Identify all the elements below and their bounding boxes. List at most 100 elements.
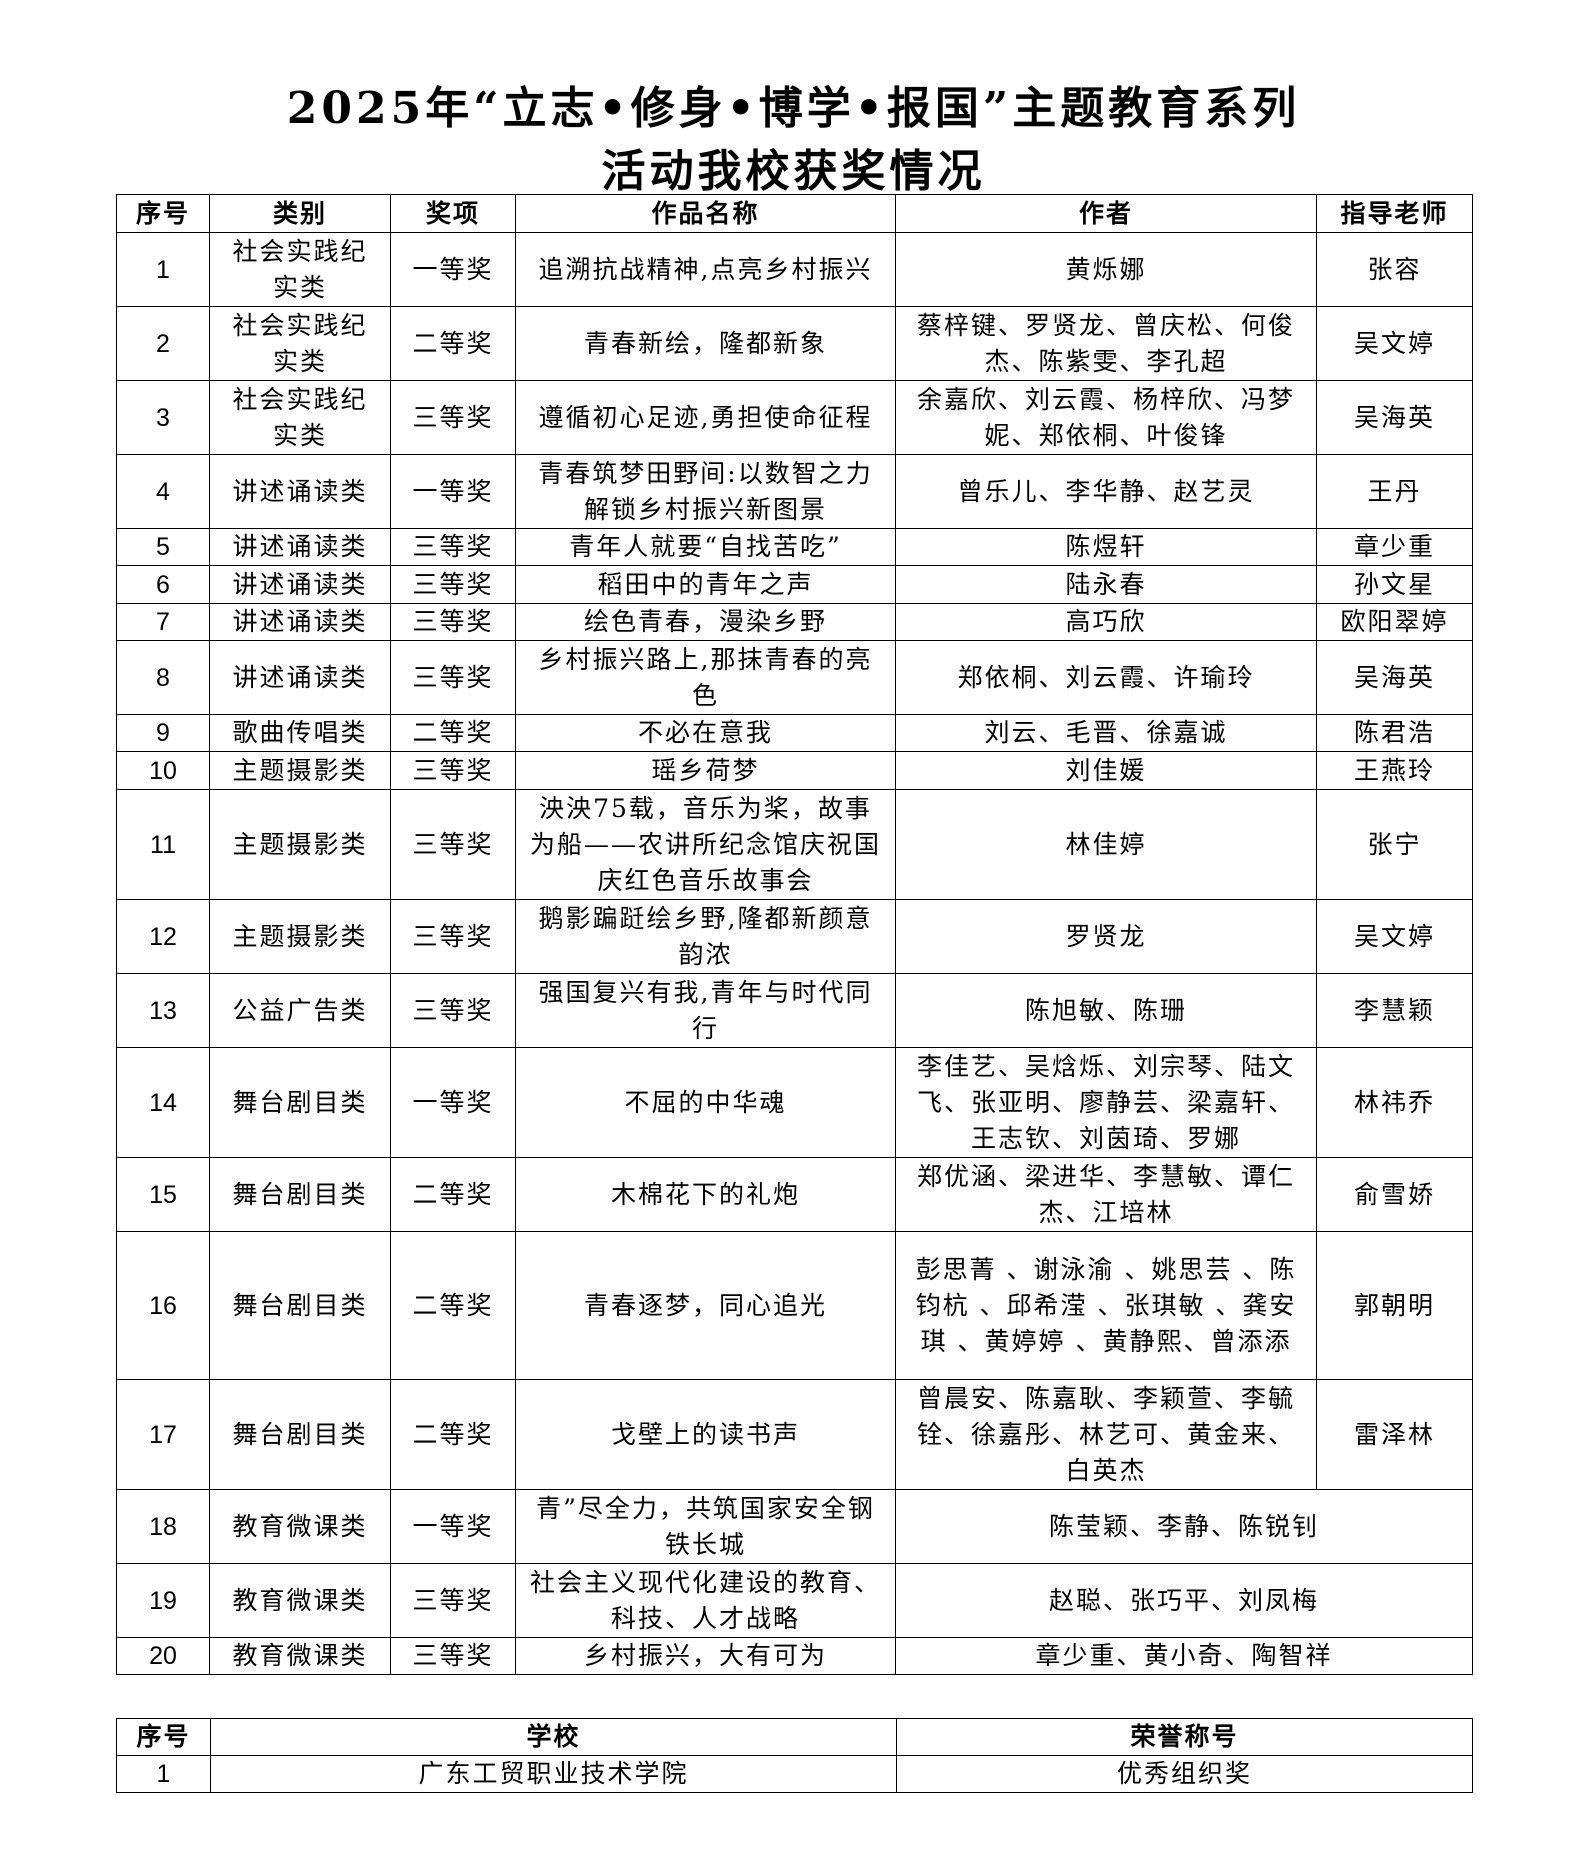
cell-teacher: 陈君浩 — [1316, 714, 1473, 752]
cell-authors: 高巧欣 — [895, 603, 1317, 641]
cell-category: 歌曲传唱类 — [209, 714, 391, 752]
cell-teacher: 俞雪娇 — [1316, 1157, 1473, 1232]
cell-teacher: 李慧颖 — [1316, 973, 1473, 1048]
cell-category: 舞台剧目类 — [209, 1047, 391, 1158]
cell-work: 不必在意我 — [515, 714, 896, 752]
cell-award: 三等奖 — [390, 380, 516, 455]
page-title-line-1: 2025年“立志•修身•博学•报国”主题教育系列 — [286, 83, 1301, 134]
cell-work: 社会主义现代化建设的教育、科技、人才战略 — [515, 1563, 896, 1638]
cell-work: 青年人就要“自找苦吃” — [515, 528, 896, 566]
cell-honor: 优秀组织奖 — [896, 1755, 1473, 1793]
awards-table: 序号 类别 奖项 作品名称 作者 指导老师 1 社会实践纪实类 一等奖 追溯抗战精神,… — [116, 194, 1473, 1675]
cell-no: 13 — [116, 973, 210, 1048]
honor-table: 序号 学校 荣誉称号 1 广东工贸职业技术学院 优秀组织奖 — [116, 1718, 1473, 1793]
cell-category: 讲述诵读类 — [209, 603, 391, 641]
table-row: 6 讲述诵读类 三等奖 稻田中的青年之声 陆永春 孙文星 — [116, 565, 1473, 604]
cell-award: 三等奖 — [390, 751, 516, 790]
table-row: 18 教育微课类 一等奖 青”尽全力，共筑国家安全钢铁长城 陈莹颖、李静、陈锐钊 — [116, 1489, 1473, 1564]
cell-no: 4 — [116, 454, 210, 529]
cell-authors: 陈旭敏、陈珊 — [895, 973, 1317, 1048]
cell-award: 二等奖 — [390, 1231, 516, 1380]
header-no: 序号 — [116, 1718, 211, 1756]
cell-work: 追溯抗战精神,点亮乡村振兴 — [515, 232, 896, 307]
table-row: 2 社会实践纪实类 二等奖 青春新绘，隆都新象 蔡梓键、罗贤龙、曾庆松、何俊杰、陈紫雯、… — [116, 306, 1473, 381]
cell-award: 一等奖 — [390, 1489, 516, 1564]
table-row: 10 主题摄影类 三等奖 瑶乡荷梦 刘佳媛 王燕玲 — [116, 751, 1473, 790]
cell-work: 青春筑梦田野间:以数智之力解锁乡村振兴新图景 — [515, 454, 896, 529]
cell-authors: 罗贤龙 — [895, 899, 1317, 974]
cell-work: 鹅影蹁跹绘乡野,隆都新颜意韵浓 — [515, 899, 896, 974]
cell-award: 三等奖 — [390, 899, 516, 974]
table-header-row: 序号 学校 荣誉称号 — [116, 1718, 1473, 1756]
cell-no: 19 — [116, 1563, 210, 1638]
cell-no: 12 — [116, 899, 210, 974]
cell-category: 公益广告类 — [209, 973, 391, 1048]
table-row: 8 讲述诵读类 三等奖 乡村振兴路上,那抹青春的亮色 郑依桐、刘云霞、许瑜玲 吴海英 — [116, 640, 1473, 715]
cell-authors: 黄烁娜 — [895, 232, 1317, 307]
cell-authors: 刘佳媛 — [895, 751, 1317, 790]
cell-authors: 章少重、黄小奇、陶智祥 — [895, 1637, 1473, 1675]
cell-no: 2 — [116, 306, 210, 381]
cell-category: 社会实践纪实类 — [209, 306, 391, 381]
cell-award: 三等奖 — [390, 1563, 516, 1638]
cell-award: 一等奖 — [390, 232, 516, 307]
cell-work: 青春新绘，隆都新象 — [515, 306, 896, 381]
cell-category: 讲述诵读类 — [209, 640, 391, 715]
cell-award: 三等奖 — [390, 603, 516, 641]
cell-award: 一等奖 — [390, 1047, 516, 1158]
cell-teacher: 吴海英 — [1316, 380, 1473, 455]
cell-teacher: 雷泽林 — [1316, 1379, 1473, 1490]
cell-teacher: 张宁 — [1316, 789, 1473, 900]
cell-authors: 刘云、毛晋、徐嘉诚 — [895, 714, 1317, 752]
cell-award: 三等奖 — [390, 640, 516, 715]
cell-award: 二等奖 — [390, 714, 516, 752]
cell-category: 社会实践纪实类 — [209, 380, 391, 455]
cell-no: 16 — [116, 1231, 210, 1380]
cell-authors: 郑优涵、梁进华、李慧敏、谭仁杰、江培林 — [895, 1157, 1317, 1232]
header-category: 类别 — [209, 194, 391, 233]
table-row: 1 社会实践纪实类 一等奖 追溯抗战精神,点亮乡村振兴 黄烁娜 张容 — [116, 232, 1473, 307]
table-row: 5 讲述诵读类 三等奖 青年人就要“自找苦吃” 陈煜轩 章少重 — [116, 528, 1473, 566]
cell-teacher: 吴文婷 — [1316, 899, 1473, 974]
cell-teacher: 张容 — [1316, 232, 1473, 307]
cell-work: 青”尽全力，共筑国家安全钢铁长城 — [515, 1489, 896, 1564]
table-row: 7 讲述诵读类 三等奖 绘色青春，漫染乡野 高巧欣 欧阳翠婷 — [116, 603, 1473, 641]
cell-teacher: 林祎乔 — [1316, 1047, 1473, 1158]
cell-category: 讲述诵读类 — [209, 528, 391, 566]
cell-teacher: 郭朝明 — [1316, 1231, 1473, 1380]
table-row: 4 讲述诵读类 一等奖 青春筑梦田野间:以数智之力解锁乡村振兴新图景 曾乐儿、李华静、赵… — [116, 454, 1473, 529]
cell-no: 9 — [116, 714, 210, 752]
cell-teacher: 欧阳翠婷 — [1316, 603, 1473, 641]
cell-award: 三等奖 — [390, 973, 516, 1048]
table-row: 20 教育微课类 三等奖 乡村振兴，大有可为 章少重、黄小奇、陶智祥 — [116, 1637, 1473, 1675]
header-school: 学校 — [210, 1718, 897, 1756]
table-row: 17 舞台剧目类 二等奖 戈壁上的读书声 曾晨安、陈嘉耿、李颖萱、李毓铨、徐嘉彤、林艺可… — [116, 1379, 1473, 1490]
cell-no: 20 — [116, 1637, 210, 1675]
cell-authors: 陈煜轩 — [895, 528, 1317, 566]
cell-work: 不屈的中华魂 — [515, 1047, 896, 1158]
cell-no: 8 — [116, 640, 210, 715]
cell-no: 3 — [116, 380, 210, 455]
cell-teacher: 孙文星 — [1316, 565, 1473, 604]
cell-no: 5 — [116, 528, 210, 566]
cell-authors: 林佳婷 — [895, 789, 1317, 900]
table-row: 15 舞台剧目类 二等奖 木棉花下的礼炮 郑优涵、梁进华、李慧敏、谭仁杰、江培林 俞雪娇 — [116, 1157, 1473, 1232]
cell-teacher: 王燕玲 — [1316, 751, 1473, 790]
cell-teacher: 吴文婷 — [1316, 306, 1473, 381]
cell-school: 广东工贸职业技术学院 — [210, 1755, 897, 1793]
cell-authors: 彭思菁 、谢泳渝 、姚思芸 、陈钧杭 、邱希滢 、张琪敏 、龚安琪 、黄婷婷 、… — [895, 1231, 1317, 1380]
cell-authors: 蔡梓键、罗贤龙、曾庆松、何俊杰、陈紫雯、李孔超 — [895, 306, 1317, 381]
cell-work: 瑶乡荷梦 — [515, 751, 896, 790]
cell-no: 1 — [116, 232, 210, 307]
cell-work: 泱泱75载，音乐为桨，故事为船——农讲所纪念馆庆祝国庆红色音乐故事会 — [515, 789, 896, 900]
table-header-row: 序号 类别 奖项 作品名称 作者 指导老师 — [116, 194, 1473, 233]
table-row: 11 主题摄影类 三等奖 泱泱75载，音乐为桨，故事为船——农讲所纪念馆庆祝国庆红色音… — [116, 789, 1473, 900]
cell-work: 遵循初心足迹,勇担使命征程 — [515, 380, 896, 455]
cell-work: 青春逐梦，同心追光 — [515, 1231, 896, 1380]
cell-no: 11 — [116, 789, 210, 900]
cell-no: 17 — [116, 1379, 210, 1490]
cell-category: 讲述诵读类 — [209, 454, 391, 529]
cell-authors: 郑依桐、刘云霞、许瑜玲 — [895, 640, 1317, 715]
cell-authors: 李佳艺、吴焓烁、刘宗琴、陆文飞、张亚明、廖静芸、梁嘉轩、王志钦、刘茵琦、罗娜 — [895, 1047, 1317, 1158]
header-honor: 荣誉称号 — [896, 1718, 1473, 1756]
